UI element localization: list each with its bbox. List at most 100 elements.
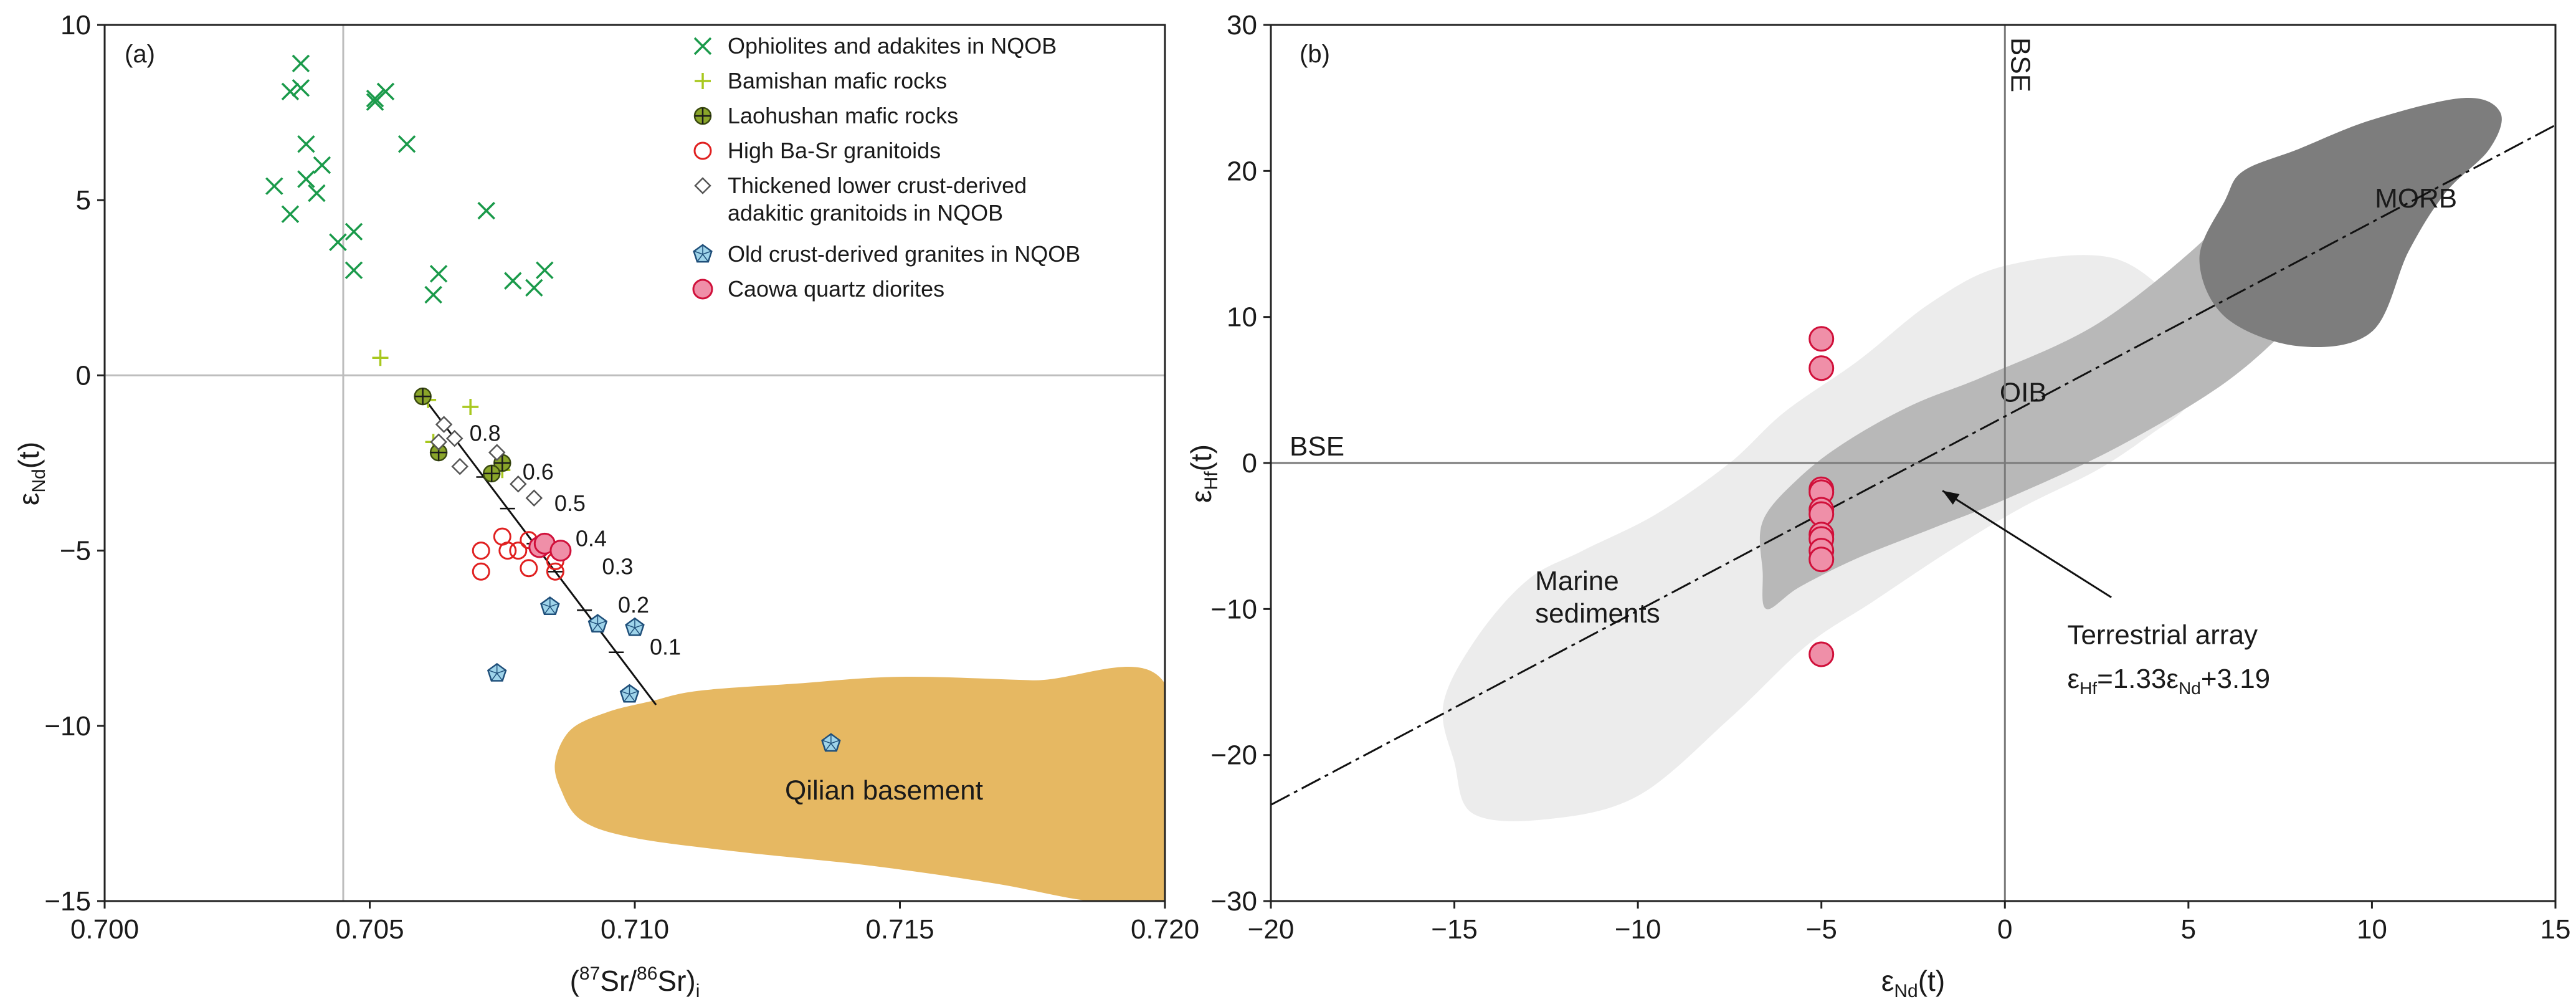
b-x-tick-label-3: −5	[1806, 914, 1837, 945]
point-open-circle-6	[520, 559, 538, 578]
point-filled-circle-2	[549, 540, 572, 562]
point-x-18	[504, 272, 522, 290]
point-open-circle-8	[546, 562, 564, 581]
legend-marker-0	[693, 37, 712, 55]
legend-label-4-line2: adakitic granitoids in NQOB	[728, 200, 1003, 226]
x-tick-label-0: 0.700	[70, 914, 139, 945]
y-tick-label-2: 0	[76, 360, 91, 391]
panel-a-label: (a)	[125, 41, 155, 68]
point-x-13	[477, 201, 495, 220]
legend-label-4: Thickened lower crust-derived	[728, 173, 1027, 198]
legend-item-ophiolites-and-adakites-in-nqob: Ophiolites and adakites in NQOB	[693, 33, 1057, 59]
point-circle-cross-3	[482, 464, 501, 483]
point-x-14	[345, 222, 363, 241]
terrestrial-array-equation: εHf=1.33εNd+3.19	[2067, 664, 2270, 698]
x-tick-label-1: 0.705	[335, 914, 404, 945]
series-caowa-quartz-diorites	[528, 532, 572, 562]
point-pentagon-1	[587, 614, 608, 633]
point-x-6	[297, 135, 315, 153]
point-x-19	[536, 261, 554, 279]
region-morb	[2199, 97, 2502, 348]
panel-a-reference-lines	[105, 25, 1165, 901]
point-open-circle-3	[509, 542, 528, 560]
b-y-tick-label-0: 30	[1227, 10, 1257, 41]
mixing-label-0-5: 0.5	[554, 490, 586, 516]
region-label-qilian-basement: Qilian basement	[785, 775, 983, 806]
point-diamond-6	[525, 489, 543, 507]
panel-b-reference-lines: BSE BSE	[1271, 25, 2555, 901]
legend-marker-2	[693, 107, 712, 125]
point-plus-0	[372, 350, 389, 366]
point-x-20	[525, 279, 543, 297]
region-oib	[1759, 207, 2319, 609]
b-x-tick-label-0: −20	[1248, 914, 1295, 945]
point-pentagon-0	[540, 596, 560, 615]
point-b-9	[1808, 546, 1835, 573]
mixing-label-0-8: 0.8	[470, 421, 501, 446]
series-old-crust-derived-granites-in-nqob	[487, 596, 841, 752]
legend-label-6: Caowa quartz diorites	[728, 276, 944, 302]
b-x-tick-label-1: −15	[1431, 914, 1478, 945]
point-x-12	[281, 205, 300, 223]
b-x-tick-label-4: 0	[1997, 914, 2012, 945]
point-x-11	[308, 184, 326, 203]
x-tick-label-2: 0.710	[601, 914, 669, 945]
legend-label-0: Ophiolites and adakites in NQOB	[728, 33, 1057, 59]
point-x-2	[292, 79, 310, 97]
point-x-7	[397, 135, 416, 153]
x-tick-label-3: 0.715	[865, 914, 934, 945]
point-diamond-4	[488, 444, 506, 461]
b-x-tick-label-7: 15	[2540, 914, 2571, 945]
point-diamond-5	[510, 475, 527, 493]
legend-marker-3	[693, 141, 712, 160]
point-open-circle-0	[472, 542, 490, 560]
series-ophiolites-and-adakites-in-nqob	[265, 54, 554, 304]
x-tick-label-4: 0.720	[1131, 914, 1199, 945]
terrestrial-array-arrowhead	[1942, 490, 1960, 505]
point-open-circle-2	[498, 542, 517, 560]
y-tick-label-4: −10	[44, 711, 91, 742]
b-y-tick-label-1: 20	[1227, 156, 1257, 186]
legend-marker-6	[692, 279, 713, 300]
point-x-9	[297, 170, 315, 188]
point-x-16	[345, 261, 363, 279]
point-pentagon-3	[487, 662, 507, 682]
point-x-3	[366, 89, 384, 108]
point-pentagon-2	[625, 617, 645, 636]
mixing-label-0-1: 0.1	[650, 634, 681, 660]
legend-item-bamishan-mafic-rocks: Bamishan mafic rocks	[695, 68, 947, 93]
point-diamond-3	[451, 457, 468, 475]
b-x-tick-label-2: −10	[1615, 914, 1661, 945]
point-pentagon-5	[821, 733, 841, 752]
b-y-tick-label-3: 0	[1242, 448, 1257, 479]
legend-label-5: Old crust-derived granites in NQOB	[728, 241, 1080, 267]
b-y-tick-label-5: −20	[1210, 740, 1257, 771]
region-qilian-basement	[554, 667, 1165, 901]
point-circle-cross-1	[429, 443, 448, 462]
panel-a-chart: Qilian basement 0.8 0.60.5 0.40.3 0.20.1 0.…	[12, 10, 1199, 1001]
point-x-8	[313, 156, 331, 174]
legend-marker-5	[693, 244, 713, 263]
series-b-caowa-quartz-diorites	[1808, 326, 1835, 667]
bse-label-horizontal: BSE	[1290, 431, 1344, 462]
series-thickened-lower-crust-derived-adakitic-granitoids-in-nqob	[430, 416, 543, 507]
region-label-marine-sediments: Marine	[1535, 566, 1619, 596]
legend-item-old-crust-derived-granites-in-nqob: Old crust-derived granites in NQOB	[693, 241, 1080, 267]
point-x-17	[429, 265, 448, 283]
point-diamond-2	[445, 429, 463, 447]
point-plus-2	[462, 399, 479, 415]
mixing-label-0-6: 0.6	[523, 459, 554, 484]
point-b-1	[1808, 355, 1835, 381]
b-x-tick-label-5: 5	[2181, 914, 2196, 945]
legend-marker-4	[694, 177, 711, 194]
b-y-tick-label-4: −10	[1210, 594, 1257, 624]
terrestrial-array-label: Terrestrial array	[2067, 620, 2258, 651]
point-x-0	[292, 54, 310, 73]
legend-label-1: Bamishan mafic rocks	[728, 68, 947, 93]
point-open-circle-5	[472, 562, 490, 581]
mixing-label-0-4: 0.4	[576, 525, 607, 551]
point-b-10	[1808, 641, 1835, 667]
point-circle-cross-0	[414, 387, 432, 406]
legend-item-laohushan-mafic-rocks: Laohushan mafic rocks	[693, 103, 958, 128]
